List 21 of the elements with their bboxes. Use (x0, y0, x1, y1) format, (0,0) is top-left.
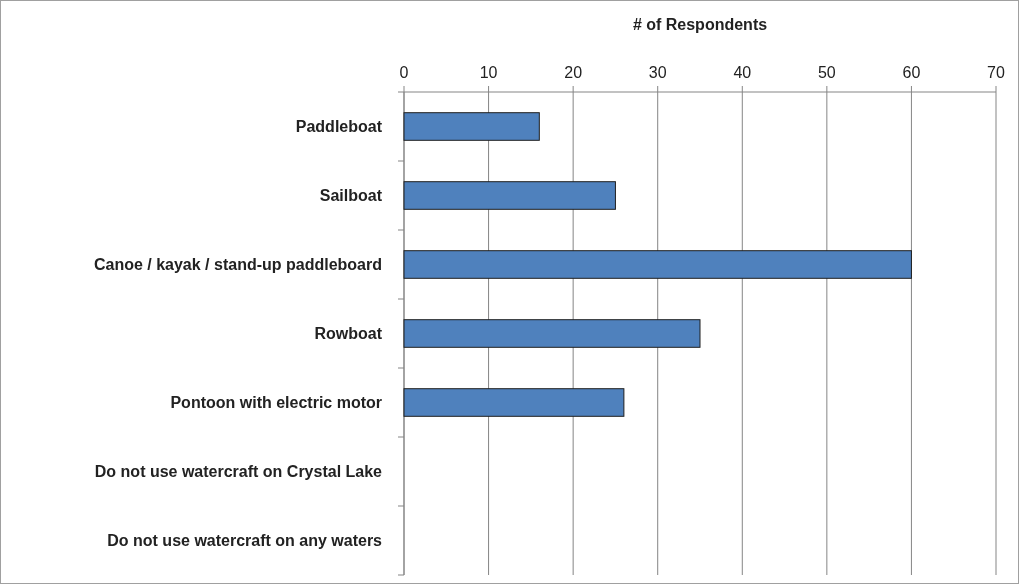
x-tick-label: 50 (817, 64, 836, 81)
y-tick-label: Do not use watercraft on any waters (107, 532, 383, 550)
y-tick-label: Rowboat (314, 325, 383, 343)
x-tick-label: 70 (987, 64, 1005, 81)
bar (403, 181, 616, 210)
bar (403, 388, 625, 417)
y-tick-label: Sailboat (319, 187, 383, 205)
y-tick-label: Paddleboat (295, 118, 383, 136)
x-axis-title: # of Respondents (632, 16, 768, 33)
y-tick-label: Canoe / kayak / stand-up paddleboard (93, 256, 382, 274)
bar (403, 250, 912, 279)
y-tick-label: Pontoon with electric motor (170, 394, 382, 412)
bar (403, 112, 540, 141)
y-tick-label: Do not use watercraft on Crystal Lake (94, 463, 383, 481)
x-tick-label: 10 (479, 64, 498, 81)
x-tick-label: 60 (902, 64, 921, 81)
x-tick-label: 20 (564, 64, 583, 81)
x-tick-label: 40 (733, 64, 752, 81)
x-tick-label: 30 (648, 64, 667, 81)
bar (403, 319, 701, 348)
x-tick-label: 0 (399, 64, 409, 81)
